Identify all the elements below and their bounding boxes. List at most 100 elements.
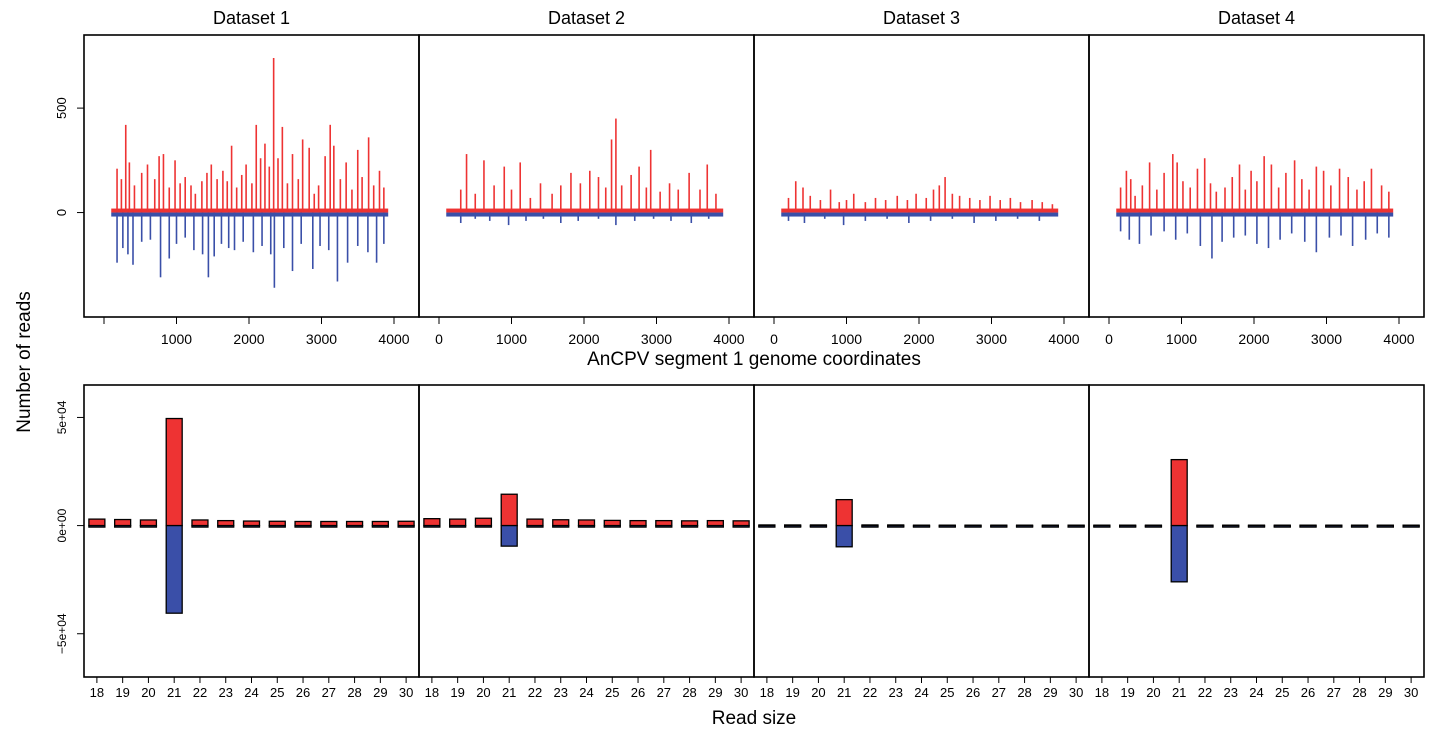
negative-baseline (111, 212, 389, 217)
x-tick-label: 21 (502, 685, 516, 700)
panel-frame (83, 384, 420, 678)
negative-baseline (446, 212, 724, 217)
x-tick-label: 0 (435, 331, 443, 347)
antisense-bar (809, 524, 828, 528)
x-tick-label: 18 (1095, 685, 1109, 700)
x-tick-label: 23 (218, 685, 232, 700)
x-tick-label: 20 (811, 685, 825, 700)
antisense-bar (294, 524, 312, 528)
negative-baseline (1116, 212, 1394, 217)
sense-bar (500, 493, 518, 527)
antisense-bar (165, 524, 183, 614)
sense-bar (629, 519, 647, 527)
sense-bar (577, 519, 596, 527)
antisense-bar (680, 524, 699, 528)
antisense-bar (938, 524, 956, 528)
x-tick-label: 2000 (568, 331, 599, 347)
antisense-bar (1247, 524, 1266, 528)
antisense-bar (835, 524, 853, 548)
x-tick-label: 27 (322, 685, 336, 700)
antisense-bar (577, 524, 596, 528)
antisense-bar (964, 524, 982, 528)
coverage-panel: Dataset 4 0 1000 2000 3000 4000 (1088, 8, 1425, 347)
x-tick-label: 3000 (1311, 331, 1342, 347)
antisense-bar (88, 524, 106, 528)
antisense-bar (1144, 524, 1163, 528)
x-tick-label: 30 (1404, 685, 1418, 700)
antisense-bar (784, 524, 802, 528)
y-tick-label: 5e+04 (55, 400, 69, 434)
antisense-bar (1273, 524, 1291, 528)
panel-title: Dataset 2 (548, 8, 625, 28)
panel-frame (753, 34, 1090, 318)
sense-bar (191, 519, 209, 527)
x-tick-label: 30 (399, 685, 413, 700)
x-tick-label: 26 (296, 685, 310, 700)
sense-bar (88, 518, 106, 527)
sense-bar (165, 417, 183, 527)
panel-frame (1088, 384, 1425, 678)
sense-bar (423, 518, 441, 527)
x-tick-label: 27 (1327, 685, 1341, 700)
sense-bar (1170, 458, 1188, 527)
x-tick-label: 26 (966, 685, 980, 700)
x-tick-label: 19 (1120, 685, 1134, 700)
x-tick-label: 28 (1017, 685, 1031, 700)
coverage-row: Dataset 1 1000 2000 3000 4000 Dataset 2 0 1000 2… (54, 8, 1425, 347)
sense-bar (655, 519, 673, 527)
coverage-panel: Dataset 2 0 1000 2000 3000 4000 (418, 8, 755, 347)
sense-bar (603, 519, 621, 527)
antisense-bar (1222, 524, 1240, 528)
x-tick-label: 30 (734, 685, 748, 700)
x-tick-label: 25 (605, 685, 619, 700)
read-size-panel: 18 19 20 21 22 23 24 25 26 27 28 29 30 (753, 384, 1090, 700)
x-tick-label: 22 (1198, 685, 1212, 700)
x-tick-label: 24 (244, 685, 258, 700)
antisense-bar (990, 524, 1008, 528)
x-tick-label: 1000 (161, 331, 192, 347)
x-tick-label: 29 (708, 685, 722, 700)
x-tick-label: 30 (1069, 685, 1083, 700)
antisense-bar (268, 524, 286, 528)
x-tick-label: 0 (770, 331, 778, 347)
antisense-bar (217, 524, 235, 528)
x-tick-label: 27 (992, 685, 1006, 700)
x-tick-label: 25 (270, 685, 284, 700)
panel-frame (418, 384, 755, 678)
antisense-bar (706, 524, 724, 528)
sense-bar (706, 519, 724, 527)
x-tick-label: 26 (1301, 685, 1315, 700)
antisense-bar (474, 524, 493, 528)
sense-bar (139, 519, 158, 527)
x-tick-label: 1000 (1166, 331, 1197, 347)
x-tick-label: 4000 (1383, 331, 1414, 347)
positive-baseline (1116, 208, 1394, 213)
positive-baseline (111, 208, 389, 213)
x-tick-label: 29 (1043, 685, 1057, 700)
antisense-bar (1376, 524, 1394, 528)
positive-baseline (446, 208, 724, 213)
read-size-panel: 18 19 20 21 22 23 24 25 26 27 28 29 30 (418, 384, 755, 700)
x-tick-label: 29 (373, 685, 387, 700)
x-tick-label: 20 (141, 685, 155, 700)
sense-bar (835, 498, 853, 527)
x-tick-label: 26 (631, 685, 645, 700)
x-tick-label: 21 (167, 685, 181, 700)
x-tick-label: 3000 (976, 331, 1007, 347)
y-axis-label: Number of reads (14, 291, 35, 433)
x-tick-label: 24 (914, 685, 928, 700)
x-tick-label: 0 (1105, 331, 1113, 347)
y-tick-label: 500 (54, 97, 69, 119)
x-tick-label: 22 (528, 685, 542, 700)
top-x-axis-label: AnCPV segment 1 genome coordinates (587, 349, 921, 370)
bottom-x-axis-label: Read size (712, 708, 797, 729)
antisense-bar (861, 524, 879, 528)
x-tick-label: 19 (450, 685, 464, 700)
y-tick-label: −5e+04 (55, 613, 69, 654)
antisense-bar (449, 524, 467, 528)
antisense-bar (732, 524, 750, 528)
antisense-bar (1350, 524, 1369, 528)
x-tick-label: 3000 (306, 331, 337, 347)
antisense-bar (758, 524, 776, 528)
antisense-bar (1196, 524, 1214, 528)
